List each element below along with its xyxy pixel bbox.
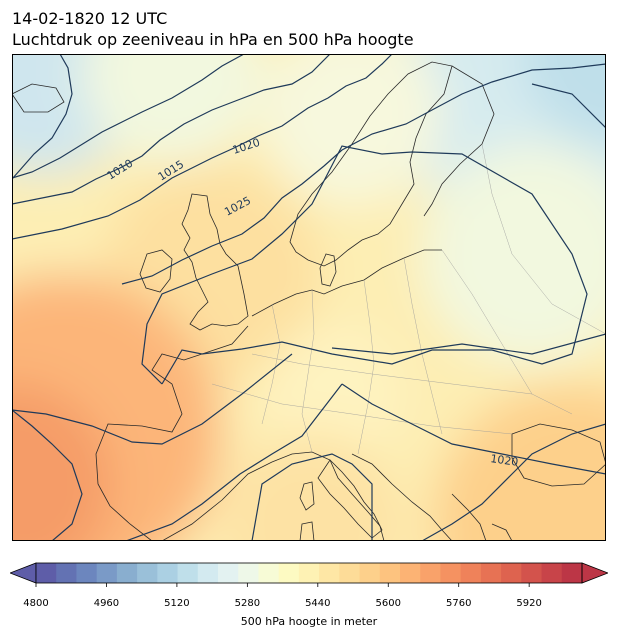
colorbar-extend-low bbox=[10, 562, 37, 584]
country-borders bbox=[211, 143, 606, 455]
colorbar-tick-label: 5120 bbox=[164, 598, 190, 609]
colorbar bbox=[10, 562, 608, 587]
chart-title-description: Luchtdruk op zeeniveau in hPa en 500 hPa… bbox=[12, 30, 414, 49]
colorbar-swatch bbox=[36, 563, 57, 583]
colorbar-swatch bbox=[56, 563, 77, 583]
colorbar-swatch bbox=[460, 563, 482, 583]
colorbar-swatch bbox=[319, 563, 340, 583]
colorbar-swatch bbox=[521, 563, 543, 583]
colorbar-swatch bbox=[480, 563, 502, 583]
colorbar-tick-label: 5600 bbox=[375, 598, 401, 609]
colorbar-swatch bbox=[541, 563, 563, 583]
colorbar-tick-label: 4960 bbox=[93, 598, 120, 609]
colorbar-swatches bbox=[10, 562, 608, 587]
weather-map: 1010 1015 1020 1025 1020 bbox=[12, 54, 606, 541]
colorbar-swatch bbox=[218, 563, 239, 583]
colorbar-swatch bbox=[76, 563, 98, 583]
colorbar-swatch bbox=[137, 563, 158, 583]
colorbar-tick-label: 5760 bbox=[445, 598, 472, 609]
colorbar-tick-label: 4800 bbox=[23, 598, 49, 609]
colorbar-swatch bbox=[96, 563, 118, 583]
isobar-label-1020-south: 1020 bbox=[490, 452, 520, 469]
colorbar-swatch bbox=[238, 563, 259, 583]
colorbar-tick-label: 5440 bbox=[305, 598, 331, 609]
isobars bbox=[12, 54, 606, 541]
colorbar-swatch bbox=[197, 563, 219, 583]
colorbar-swatch bbox=[177, 563, 199, 583]
colorbar-extend-high bbox=[581, 562, 608, 584]
colorbar-label: 500 hPa hoogte in meter bbox=[240, 615, 378, 628]
colorbar-swatch bbox=[157, 563, 179, 583]
colorbar-swatch bbox=[298, 563, 320, 583]
colorbar-swatch bbox=[278, 563, 300, 583]
chart-title-date: 14-02-1820 12 UTC bbox=[12, 9, 168, 28]
colorbar-swatch bbox=[379, 563, 401, 583]
map-frame bbox=[12, 54, 606, 541]
colorbar-swatch bbox=[339, 563, 361, 583]
colorbar-swatch bbox=[440, 563, 462, 583]
colorbar-swatch bbox=[116, 563, 138, 583]
colorbar-frame bbox=[35, 562, 583, 584]
colorbar-tick-label: 5920 bbox=[516, 598, 542, 609]
colorbar-swatch bbox=[359, 563, 381, 583]
colorbar-tick-label: 5280 bbox=[234, 598, 261, 609]
colorbar-swatch bbox=[400, 563, 421, 583]
colorbar-swatch bbox=[501, 563, 522, 583]
colorbar-swatch bbox=[561, 563, 583, 583]
colorbar-swatch bbox=[258, 563, 280, 583]
colorbar-swatch bbox=[420, 563, 441, 583]
